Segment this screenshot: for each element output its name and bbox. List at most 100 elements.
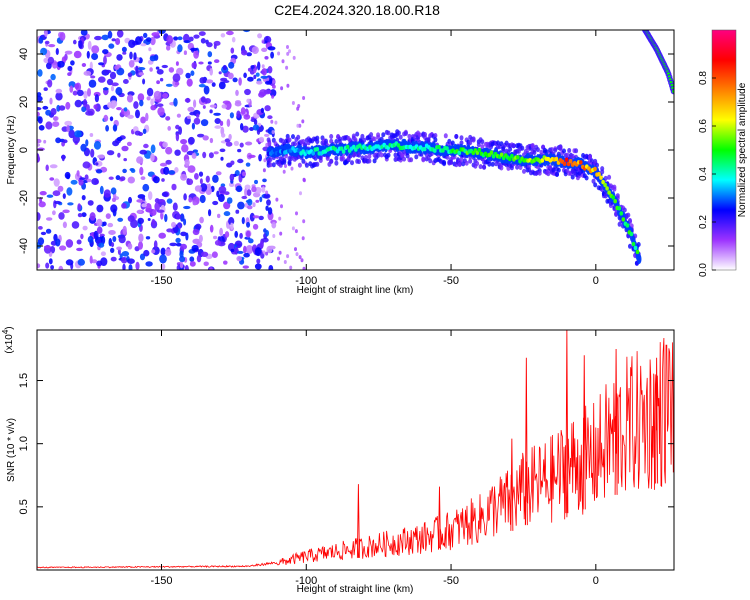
noise-blob [299, 191, 302, 196]
trace-core [510, 153, 514, 159]
noise-blob [156, 80, 161, 85]
noise-blob [82, 161, 91, 169]
noise-blob [139, 149, 148, 155]
noise-blob [263, 89, 272, 95]
snr-x-tick-label: 0 [593, 575, 599, 587]
trace-core [621, 217, 626, 222]
noise-blob [121, 202, 127, 209]
snr-y-tick-label: 1.5 [18, 373, 30, 388]
noise-blob [37, 153, 40, 163]
noise-blob [45, 228, 52, 234]
noise-blob [241, 195, 248, 200]
noise-blob [80, 143, 87, 152]
noise-blob [108, 43, 115, 49]
trace-halo [268, 162, 273, 168]
noise-blob [91, 45, 100, 54]
snr-x-tick-label: -50 [443, 575, 459, 587]
trace-halo [362, 137, 367, 143]
noise-blob [176, 242, 182, 247]
noise-blob [265, 190, 269, 195]
noise-blob [154, 202, 160, 212]
noise-blob [223, 260, 228, 265]
trace-halo [509, 165, 514, 171]
noise-blob [135, 36, 142, 45]
noise-blob [114, 65, 120, 70]
trace-halo [421, 157, 426, 163]
noise-blob [209, 267, 213, 270]
noise-blob [128, 39, 136, 48]
colorbar-tick-label: 0.6 [698, 119, 709, 133]
noise-blob [302, 96, 306, 100]
trace-halo [403, 131, 408, 136]
noise-blob [81, 63, 87, 67]
noise-blob [224, 231, 230, 238]
noise-blob [97, 154, 105, 159]
noise-blob [154, 198, 160, 204]
noise-blob [195, 223, 202, 230]
trace-core [554, 156, 559, 162]
noise-blob [237, 158, 244, 164]
noise-blob [153, 90, 162, 100]
noise-blob [102, 221, 107, 227]
trace-halo [297, 162, 302, 168]
trace-core [562, 161, 567, 166]
trace-core [445, 146, 449, 151]
noise-blob [138, 72, 145, 76]
noise-blob [48, 258, 53, 265]
noise-blob [294, 229, 298, 234]
noise-blob [242, 265, 249, 269]
noise-blob [301, 119, 305, 124]
noise-blob [230, 222, 234, 230]
noise-blob [244, 88, 251, 96]
noise-blob [171, 221, 176, 228]
noise-blob [178, 126, 183, 135]
noise-blob [202, 151, 207, 159]
trace-halo [381, 132, 386, 138]
noise-blob [193, 99, 197, 108]
noise-blob [81, 212, 87, 218]
noise-blob [98, 242, 105, 248]
noise-blob [213, 43, 217, 50]
noise-blob [137, 93, 145, 102]
trace-core [540, 158, 545, 163]
noise-blob [198, 84, 206, 88]
noise-blob [175, 61, 179, 66]
noise-blob [100, 251, 106, 256]
noise-blob [117, 217, 124, 222]
trace-core [568, 159, 573, 164]
trace-halo [396, 130, 401, 136]
trace-halo [423, 132, 427, 137]
noise-blob [243, 114, 251, 120]
noise-blob [96, 218, 103, 227]
noise-blob [211, 251, 218, 258]
noise-blob [58, 265, 64, 270]
noise-blob [111, 100, 118, 108]
noise-blob [142, 183, 150, 192]
noise-blob [45, 109, 52, 116]
noise-blob [186, 115, 191, 120]
noise-blob [282, 169, 286, 174]
trace-body [637, 254, 642, 264]
trace-core [593, 166, 597, 172]
noise-blob [183, 193, 187, 201]
noise-blob [267, 115, 273, 120]
noise-blob [54, 200, 62, 205]
noise-blob [57, 185, 64, 192]
noise-blob [270, 119, 274, 124]
noise-blob [223, 80, 230, 83]
trace-core [607, 190, 611, 195]
noise-blob [43, 57, 49, 64]
trace-halo [471, 137, 476, 143]
noise-blob [108, 176, 114, 180]
noise-blob [192, 149, 199, 153]
noise-blob [252, 202, 256, 208]
noise-blob [133, 101, 139, 109]
trace-halo [476, 142, 481, 148]
colorbar-tick-label: 0.4 [698, 167, 709, 181]
noise-blob [43, 139, 47, 144]
noise-blob [122, 51, 127, 55]
noise-blob [93, 140, 102, 150]
trace-halo [544, 149, 549, 155]
noise-blob [278, 250, 282, 255]
noise-blob [142, 128, 147, 134]
